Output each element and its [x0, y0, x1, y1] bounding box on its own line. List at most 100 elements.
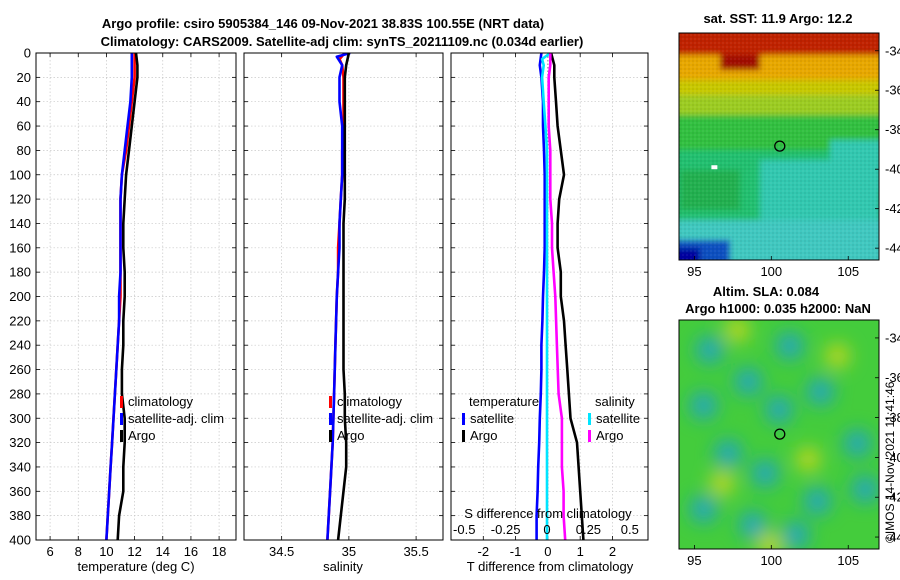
figure-title-line-2: Climatology: CARS2009. Satellite-adj cli… [101, 34, 584, 49]
sst-data-gap [711, 165, 718, 170]
x-tick-label: 2 [609, 544, 616, 559]
sla-eddy-core [741, 374, 756, 389]
sla-eddy-core [788, 528, 803, 543]
sla-eddy-core [721, 446, 736, 461]
x-tick-label: -1 [510, 544, 522, 559]
sst-field [679, 33, 879, 260]
depth-tick-label: 140 [9, 216, 31, 231]
map-lat-tick-label: -38 [885, 410, 900, 425]
x-tick-label: -2 [478, 544, 490, 559]
depth-tick-label: 400 [9, 533, 31, 548]
s-difference-axis-label: S difference from climatology [464, 506, 632, 521]
depth-tick-label: 220 [9, 313, 31, 328]
legend-swatch-argo [329, 430, 332, 442]
legend-label-satellite: satellite-adj. clim [337, 411, 433, 426]
legend-label-climatology: climatology [128, 394, 194, 409]
sla-high-eddy [825, 343, 850, 368]
legend-label-argo: Argo [337, 428, 364, 443]
sla-eddy-core [696, 398, 711, 413]
sla-map-subtitle: Argo h1000: 0.035 h2000: NaN [685, 301, 871, 316]
x-tick-label: 35.5 [403, 544, 428, 559]
x-tick-label: 10 [99, 544, 113, 559]
map-lat-tick-label: -44 [885, 241, 900, 256]
difference-profile-panel: -2 -1 0 1 2 -0.5 -0.25 0 0.25 0.5 S difference f… [450, 52, 649, 574]
temperature-legend: climatology satellite-adj. clim Argo [120, 394, 224, 443]
map-lat-tick-label: -44 [885, 530, 900, 545]
map-lat-tick-label: -38 [885, 122, 900, 137]
depth-tick-label: 120 [9, 192, 31, 207]
depth-tick-label: 60 [17, 119, 31, 134]
temperature-profile-panel: 0 20 40 60 80 100 120 140 160 180 200 220 240 260 280 3… [9, 46, 237, 574]
x-tick-label: 18 [212, 544, 226, 559]
depth-tick-label: 280 [9, 386, 31, 401]
legend-swatch-argo [120, 430, 123, 442]
legend-swatch-satellite [120, 413, 123, 425]
x-tick-label: 16 [184, 544, 198, 559]
x-tick-label: 14 [156, 544, 170, 559]
sla-eddy-core [772, 402, 786, 417]
sla-map-frame [678, 319, 880, 550]
map-lon-tick-label: 105 [837, 264, 859, 279]
map-lat-tick-label: -40 [885, 450, 900, 465]
salinity-lines [326, 53, 351, 540]
s-tick-label: -0.25 [491, 522, 521, 537]
legend-header-salinity: salinity [595, 394, 635, 409]
sst-map-title: sat. SST: 11.9 Argo: 12.2 [703, 11, 852, 26]
series-line-s-argo [547, 53, 567, 540]
sla-eddy-core [813, 384, 828, 399]
temperature-tick-labels: 6 8 10 12 14 16 18 [46, 544, 226, 559]
sst-map-frame [678, 32, 880, 261]
sla-eddy-core [858, 482, 873, 497]
legend-header-temperature: temperature [469, 394, 539, 409]
map-lat-tick-label: -42 [885, 490, 900, 505]
legend-label-argo: Argo [128, 428, 155, 443]
map-lat-tick-label: -40 [885, 162, 900, 177]
s-tick-label: 0 [543, 522, 550, 537]
series-line-argo [116, 53, 139, 540]
series-line-s-satellite [540, 53, 552, 540]
legend-label-s-argo: Argo [596, 428, 623, 443]
legend-swatch-s-satellite [588, 413, 591, 425]
depth-tick-label: 240 [9, 338, 31, 353]
s-difference-tick-labels: -0.5 -0.25 0 0.25 0.5 [453, 522, 639, 537]
depth-tick-label: 180 [9, 265, 31, 280]
legend-label-satellite: satellite-adj. clim [128, 411, 224, 426]
legend-label-t-satellite: satellite [470, 411, 514, 426]
s-tick-label: 0.5 [621, 522, 639, 537]
difference-legend: temperature satellite Argo salinity sate… [462, 394, 640, 443]
s-tick-label: 0.25 [576, 522, 601, 537]
sla-eddy-core [850, 436, 865, 451]
salinity-tick-labels: 34.5 35 35.5 [269, 544, 429, 559]
depth-tick-label: 300 [9, 411, 31, 426]
temperature-lines [105, 53, 139, 540]
sla-eddy-core [810, 494, 825, 509]
temperature-axis-label: temperature (deg C) [77, 559, 194, 574]
depth-tick-label: 100 [9, 167, 31, 182]
difference-axes-box [450, 52, 649, 541]
sst-map-panel: sat. SST: 11.9 Argo: 12.2 95 100 105 -34 -36… [678, 11, 900, 279]
sla-high-eddy [725, 320, 750, 342]
figure-title-line-1: Argo profile: csiro 5905384_146 09-Nov-2… [102, 16, 544, 31]
series-line-t-argo [549, 53, 585, 540]
depth-tick-label: 260 [9, 362, 31, 377]
sla-high-eddy [757, 533, 782, 549]
sla-eddy-core [745, 518, 760, 533]
series-line-satellite-adj-clim [326, 53, 351, 540]
legend-label-t-argo: Argo [470, 428, 497, 443]
legend-label-s-satellite: satellite [596, 411, 640, 426]
map-lon-tick-label: 95 [687, 553, 701, 568]
sla-map-panel: Altim. SLA: 0.084 Argo h1000: 0.035 h200… [678, 284, 900, 568]
map-lat-tick-label: -36 [885, 83, 900, 98]
legend-swatch-s-argo [588, 430, 591, 442]
map-lat-tick-label: -36 [885, 370, 900, 385]
x-tick-label: 1 [577, 544, 584, 559]
sla-eddy-core [782, 338, 797, 353]
legend-swatch-climatology [329, 396, 332, 408]
x-tick-label: 0 [544, 544, 551, 559]
t-difference-tick-labels: -2 -1 0 1 2 [478, 544, 617, 559]
salinity-axis-label: salinity [323, 559, 363, 574]
sla-high-eddy [710, 471, 735, 496]
map-lon-tick-label: 105 [837, 553, 859, 568]
copyright-stamp: ©IMOS 14-Nov-2021 11:41:46 [883, 381, 897, 543]
map-lon-tick-label: 100 [760, 553, 782, 568]
